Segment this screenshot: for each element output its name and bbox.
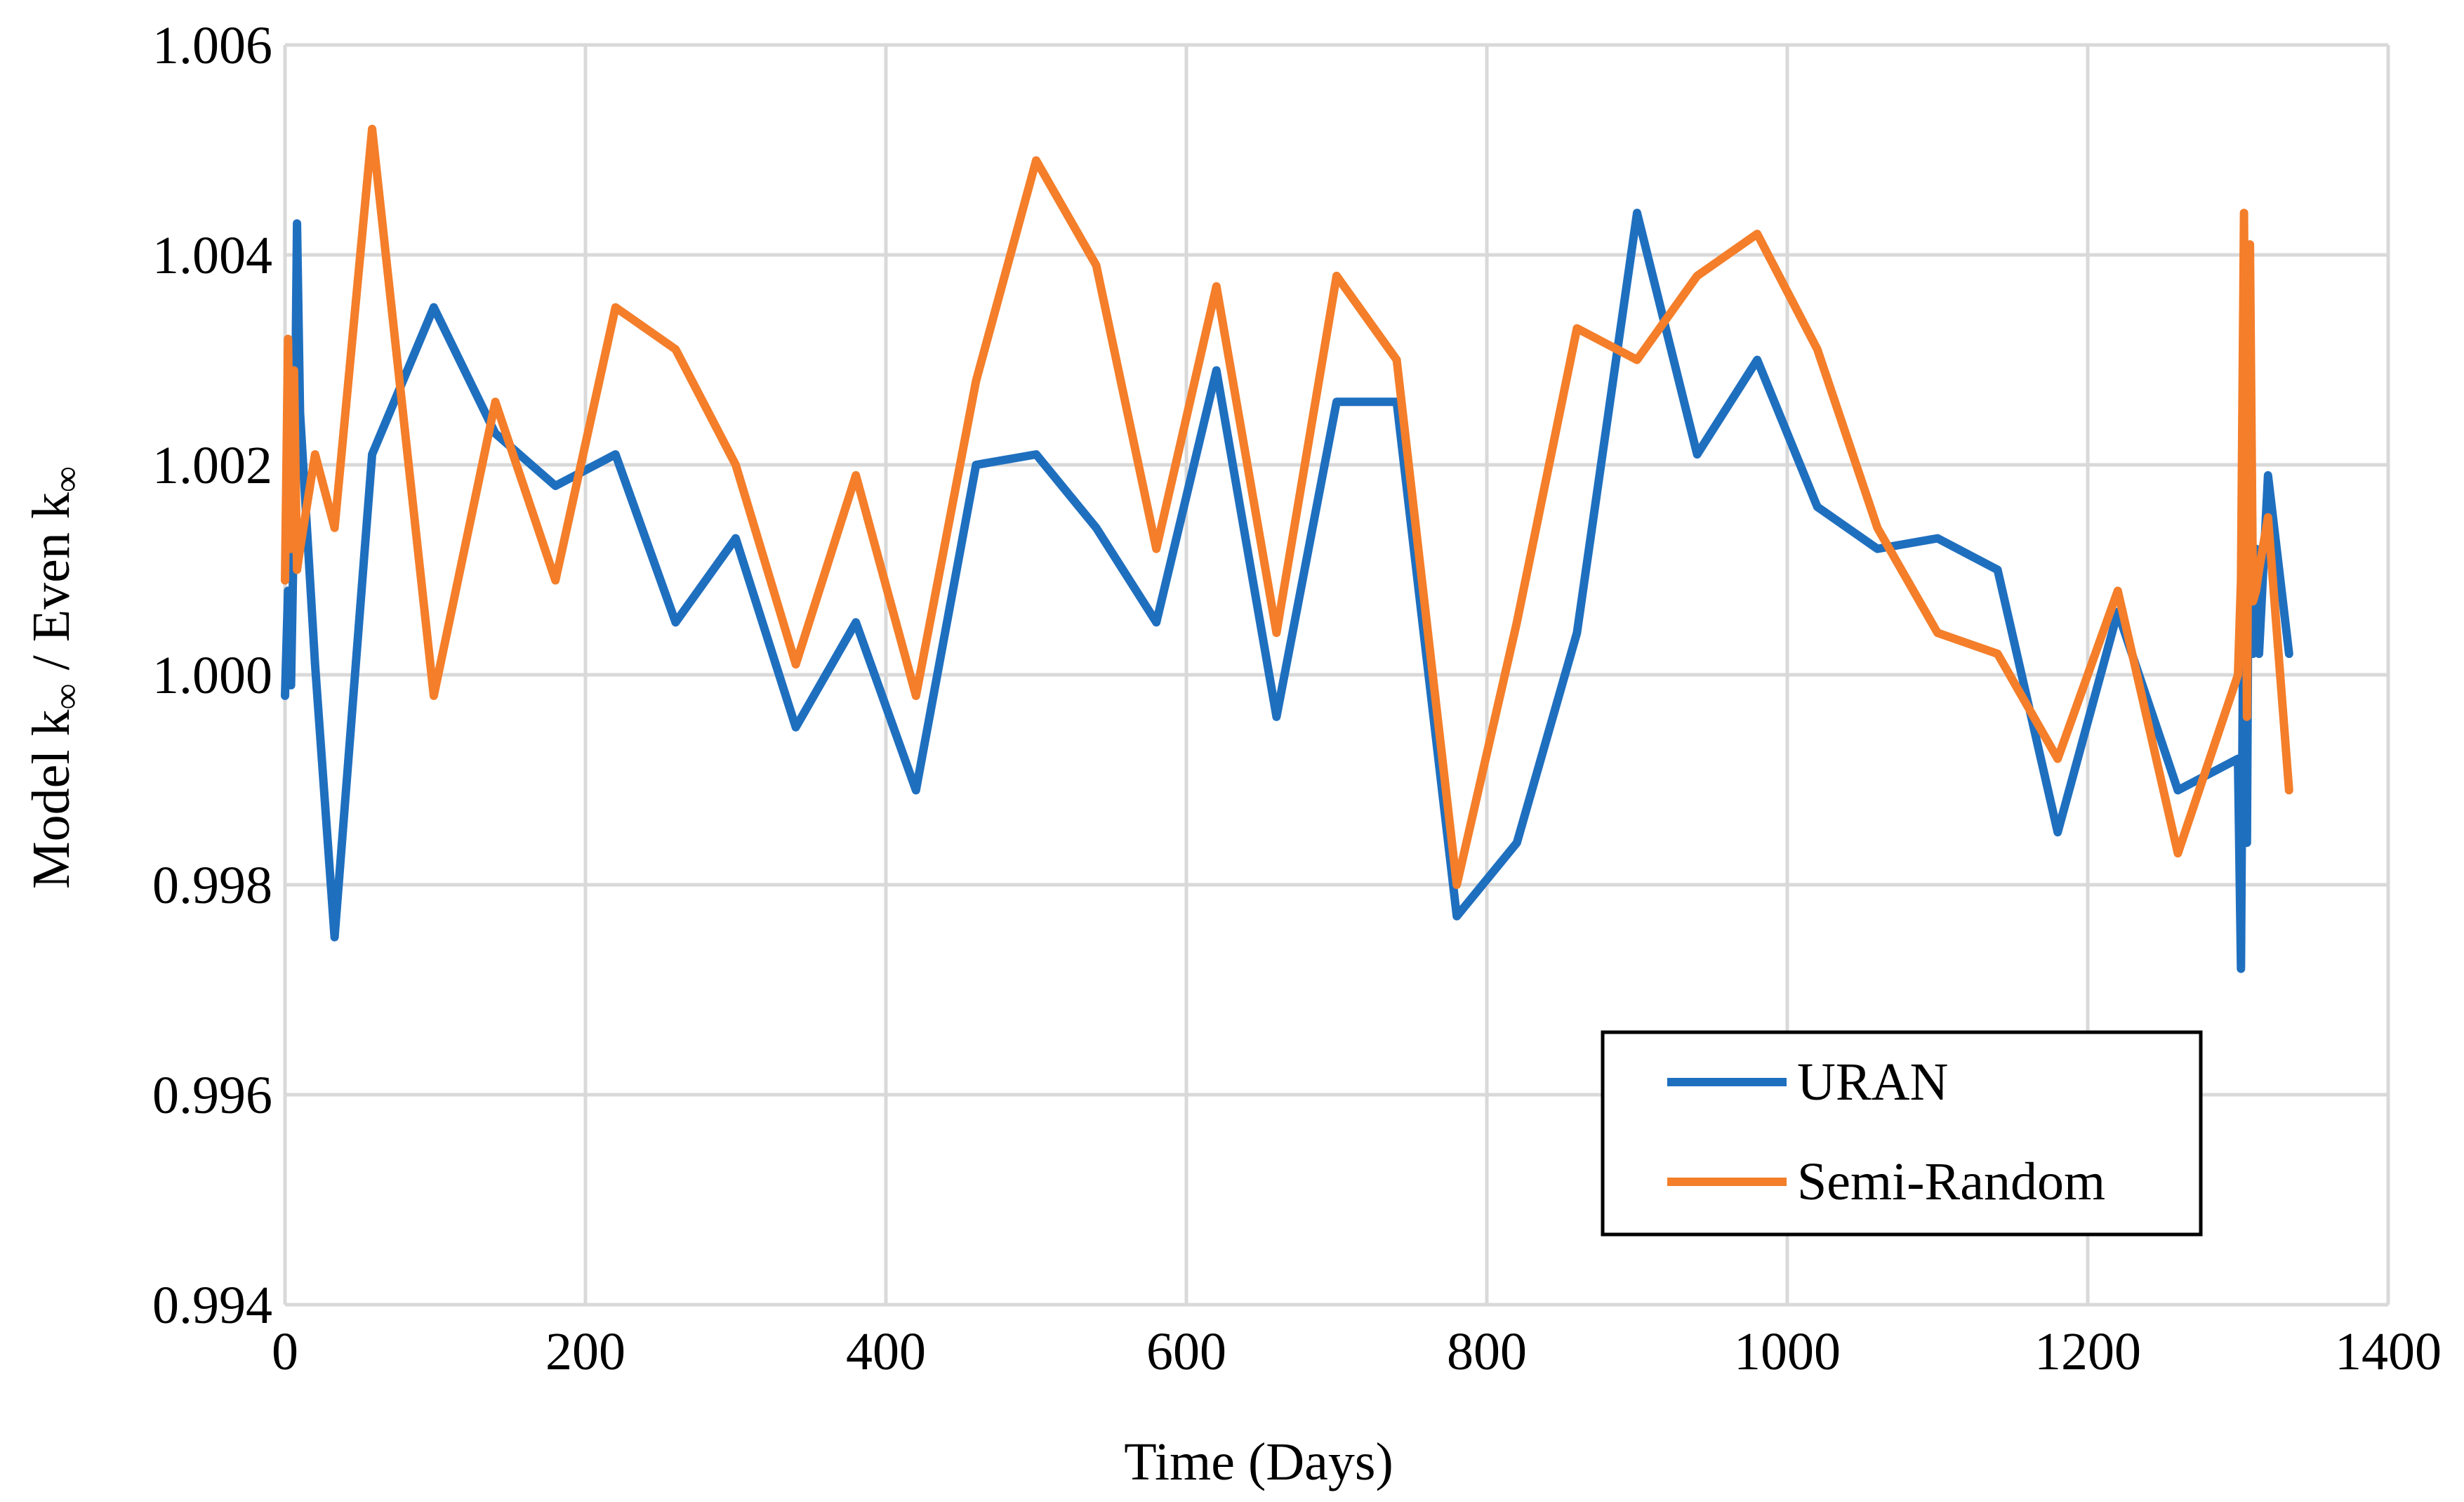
- y-tick-label: 1.002: [152, 436, 272, 495]
- y-tick-label: 1.006: [152, 16, 272, 75]
- x-axis-title: Time (Days): [1124, 1432, 1393, 1491]
- legend-label-uran: URAN: [1797, 1053, 1948, 1112]
- y-tick-label: 0.994: [152, 1276, 272, 1335]
- series: [281, 124, 2293, 973]
- y-tick-label: 0.998: [152, 856, 272, 915]
- y-axis-title: Model k∞ / Even k∞: [22, 466, 87, 889]
- x-tick-label: 1200: [2034, 1322, 2141, 1381]
- y-tick-label: 1.004: [152, 226, 272, 285]
- y-tick-label: 0.996: [152, 1066, 272, 1125]
- tick-labels: 0.994 0.996 0.998 1.000 1.002 1.004 1.006 0 200 4…: [152, 16, 2442, 1381]
- x-tick-label: 600: [1146, 1322, 1226, 1381]
- x-tick-label: 1400: [2335, 1322, 2442, 1381]
- legend-label-semi-random: Semi-Random: [1797, 1152, 2105, 1211]
- legend-box: [1601, 1030, 2203, 1237]
- y-axis-title-sub1: ∞: [47, 683, 87, 709]
- series-line-semi-random: [281, 124, 2293, 889]
- legend: URAN Semi-Random: [1601, 1030, 2203, 1237]
- series-line-uran: [281, 209, 2293, 973]
- x-tick-label: 400: [846, 1322, 926, 1381]
- x-tick-label: 1000: [1734, 1322, 1841, 1381]
- y-tick-label: 1.000: [152, 646, 272, 705]
- y-axis-title-part1: Model k: [22, 710, 81, 889]
- x-tick-label: 800: [1447, 1322, 1527, 1381]
- y-axis-title-part2: / Even k: [22, 492, 81, 683]
- x-tick-label: 200: [545, 1322, 625, 1381]
- y-axis-title-sub2: ∞: [47, 466, 87, 492]
- gridlines: [285, 43, 2390, 1305]
- x-tick-label: 0: [272, 1322, 298, 1381]
